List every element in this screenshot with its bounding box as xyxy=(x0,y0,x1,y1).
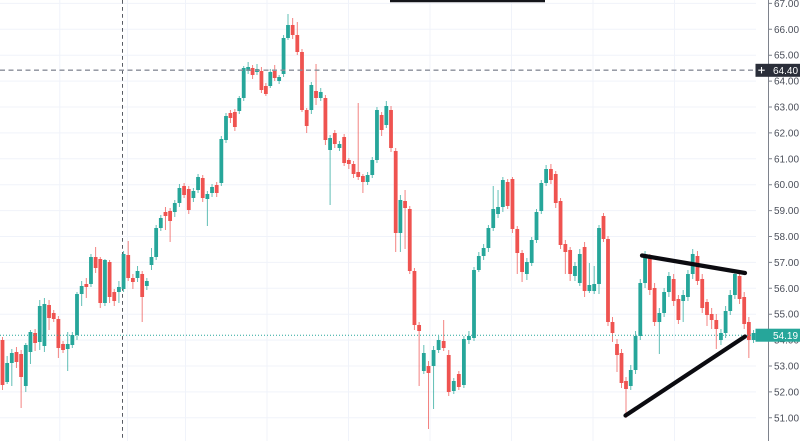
svg-text:60.00: 60.00 xyxy=(774,180,799,191)
svg-text:52.00: 52.00 xyxy=(774,387,799,398)
svg-text:64.00: 64.00 xyxy=(774,77,799,88)
svg-text:62.00: 62.00 xyxy=(774,128,799,139)
svg-text:57.00: 57.00 xyxy=(774,258,799,269)
svg-text:58.00: 58.00 xyxy=(774,232,799,243)
svg-text:54.19: 54.19 xyxy=(773,331,798,342)
svg-text:64.40: 64.40 xyxy=(773,66,798,77)
svg-text:55.00: 55.00 xyxy=(774,310,799,321)
svg-text:65.00: 65.00 xyxy=(774,51,799,62)
svg-text:66.00: 66.00 xyxy=(774,25,799,36)
svg-text:61.00: 61.00 xyxy=(774,154,799,165)
svg-text:51.00: 51.00 xyxy=(774,413,799,424)
svg-text:59.00: 59.00 xyxy=(774,206,799,217)
svg-text:56.00: 56.00 xyxy=(774,284,799,295)
svg-text:53.00: 53.00 xyxy=(774,362,799,373)
svg-text:67.00: 67.00 xyxy=(774,0,799,10)
svg-text:63.00: 63.00 xyxy=(774,103,799,114)
